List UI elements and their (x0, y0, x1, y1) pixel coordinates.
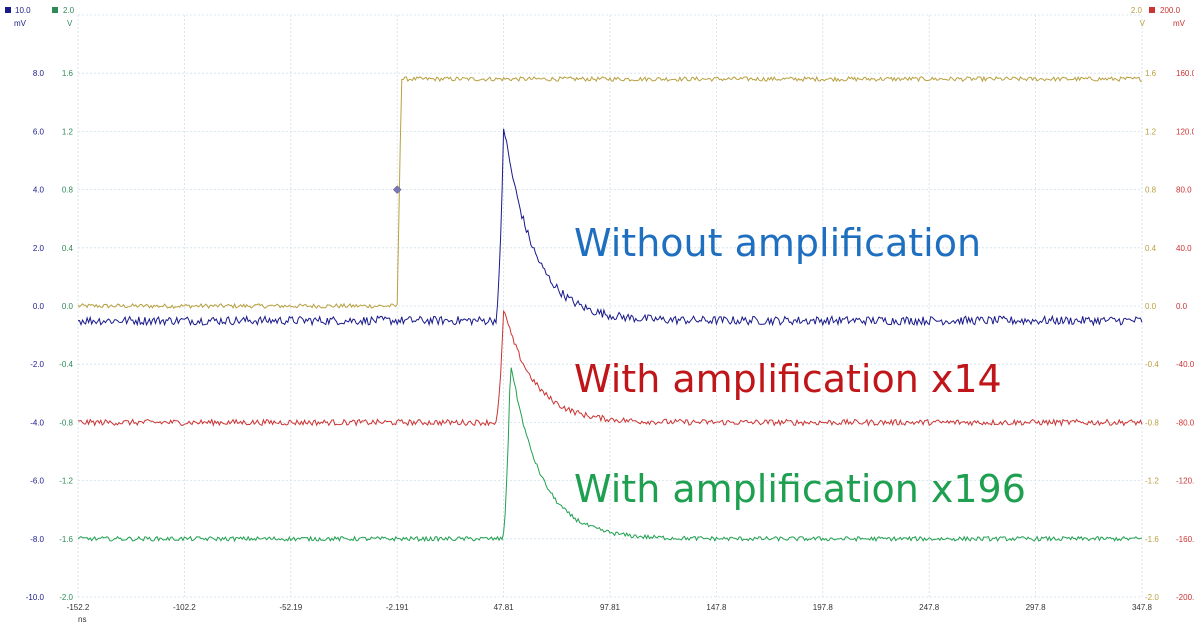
trace-line (77, 128, 1143, 327)
trace-line (77, 75, 1142, 310)
axis-unit-label: mV (1173, 19, 1186, 28)
grid-lines (77, 14, 1143, 598)
axis-top-label: 2.0 (1131, 6, 1143, 15)
x-tick-label: -152.2 (67, 603, 90, 612)
axis-color-swatch (5, 7, 11, 13)
y-tick-label: 4.0 (33, 186, 45, 195)
y-tick-label: -2.0 (30, 360, 44, 369)
y-tick-label: -200.0 (1176, 593, 1194, 602)
annotation-label: Without amplification (574, 221, 981, 265)
y-tick-label: 2.0 (33, 244, 45, 253)
annotations: Without amplification With amplification … (574, 221, 1026, 511)
y-tick-label: -2.0 (59, 593, 73, 602)
y-tick-label: -1.6 (59, 535, 73, 544)
trace-line (77, 309, 1143, 428)
y-tick-label: 0.4 (1145, 244, 1157, 253)
y-tick-label: 80.0 (1176, 186, 1192, 195)
y-tick-label: 0.0 (1145, 302, 1157, 311)
y-tick-label: 8.0 (33, 69, 45, 78)
y-tick-label: -10.0 (26, 593, 45, 602)
y-tick-label: -1.2 (59, 477, 73, 486)
y-tick-label: 40.0 (1176, 244, 1192, 253)
y-axis-right-v: -2.0 -1.6 -1.2 -0.8 -0.4 0.0 0.4 0.8 1.2 1.6 (1145, 69, 1159, 602)
axis-color-swatch (1149, 7, 1155, 13)
y-tick-label: 1.2 (62, 127, 74, 136)
annotation-label: With amplification x14 (574, 357, 1002, 401)
y-tick-label: -4.0 (30, 418, 44, 427)
x-axis: -152.2 -102.2 -52.19 -2.191 47.81 97.81 147.8 1… (67, 603, 1153, 622)
y-tick-label: 160.0 (1176, 69, 1194, 78)
y-tick-label: 0.0 (62, 302, 74, 311)
y-tick-label: 1.6 (62, 69, 74, 78)
x-tick-label: 97.81 (600, 603, 621, 612)
axis-top-label: 2.0 (63, 6, 75, 15)
x-tick-label: -52.19 (279, 603, 302, 612)
annotation-label: With amplification x196 (574, 467, 1026, 511)
traces (77, 75, 1143, 543)
y-tick-label: -0.4 (1145, 360, 1159, 369)
axis-top-label: 200.0 (1160, 6, 1181, 15)
y-tick-label: -1.2 (1145, 477, 1159, 486)
x-tick-label: -102.2 (173, 603, 196, 612)
x-tick-label: 347.8 (1132, 603, 1153, 612)
y-tick-label: 0.8 (1145, 186, 1157, 195)
y-tick-label: 120.0 (1176, 127, 1194, 136)
y-tick-label: 0.4 (62, 244, 74, 253)
x-tick-label: -2.191 (386, 603, 409, 612)
y-tick-label: -0.4 (59, 360, 73, 369)
y-tick-label: -6.0 (30, 477, 44, 486)
y-tick-label: 6.0 (33, 127, 45, 136)
axis-color-swatch (52, 7, 58, 13)
x-tick-label: 147.8 (706, 603, 727, 612)
y-tick-label: -0.8 (59, 418, 73, 427)
x-tick-label: 247.8 (919, 603, 940, 612)
y-tick-label: -1.6 (1145, 535, 1159, 544)
axis-headers: 10.0 mV 2.0 V 2.0 V 200.0 mV (5, 6, 1186, 28)
axis-unit-label: V (1140, 19, 1146, 28)
axis-top-label: 10.0 (15, 6, 31, 15)
trigger-marker (392, 185, 402, 194)
x-tick-label: 47.81 (494, 603, 515, 612)
x-tick-label: 297.8 (1026, 603, 1047, 612)
y-tick-label: -80.0 (1176, 418, 1194, 427)
y-tick-label: 0.0 (1176, 302, 1188, 311)
y-tick-label: 1.6 (1145, 69, 1157, 78)
y-axis-left-v: -2.0 -1.6 -1.2 -0.8 -0.4 0.0 0.4 0.8 1.2 1.6 (59, 69, 73, 602)
trace-line (77, 367, 1143, 543)
y-axis-left-mv: -10.0 -8.0 -6.0 -4.0 -2.0 0.0 2.0 4.0 6.0 8.0 (26, 69, 45, 602)
x-tick-label: 197.8 (813, 603, 834, 612)
y-tick-label: -120.0 (1176, 477, 1194, 486)
y-axis-right-mv: -200.0 -160.0 -120.0 -80.0 -40.0 0.0 40.0 80.0 1… (1176, 69, 1194, 602)
y-tick-label: -8.0 (30, 535, 44, 544)
y-tick-label: 1.2 (1145, 127, 1157, 136)
x-unit-label: ns (78, 615, 86, 622)
y-tick-label: 0.0 (33, 302, 45, 311)
axis-unit-label: mV (14, 19, 27, 28)
axis-unit-label: V (67, 19, 73, 28)
y-tick-label: -40.0 (1176, 360, 1194, 369)
y-tick-label: 0.8 (62, 186, 74, 195)
y-tick-label: -2.0 (1145, 593, 1159, 602)
y-tick-label: -160.0 (1176, 535, 1194, 544)
y-tick-label: -0.8 (1145, 418, 1159, 427)
